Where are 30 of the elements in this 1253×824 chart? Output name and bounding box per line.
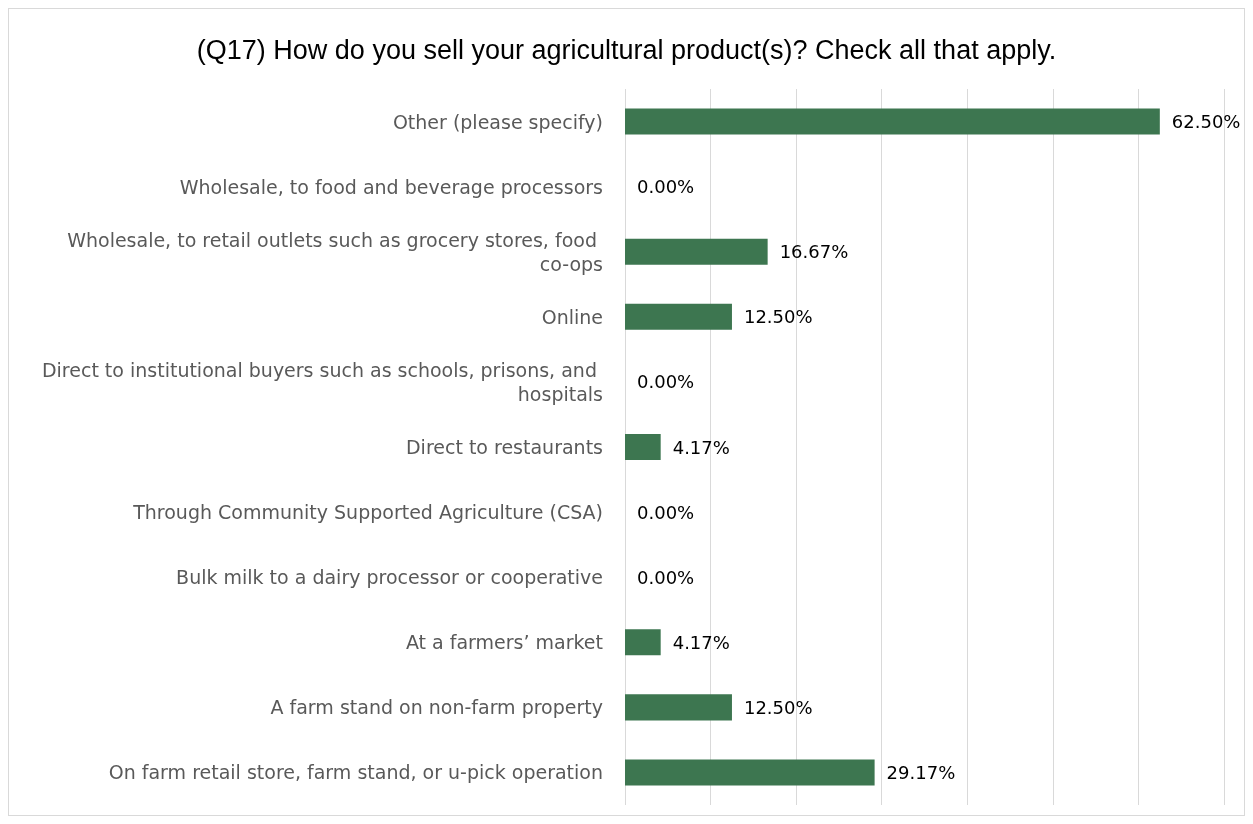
- data-label: 4.17%: [672, 631, 730, 653]
- data-label: 0.00%: [637, 371, 695, 393]
- y-tick-label: Wholesale, to food and beverage processors: [179, 175, 603, 198]
- y-tick-label: Online: [541, 305, 603, 328]
- data-label: 29.17%: [886, 761, 956, 783]
- data-label: 16.67%: [779, 241, 849, 263]
- y-tick-label: On farm retail store, farm stand, or u-pick operation: [108, 761, 603, 784]
- bar: [625, 759, 875, 786]
- data-label: 12.50%: [743, 306, 813, 328]
- bar: [625, 629, 661, 656]
- y-tick-label: Direct to institutional buyers such as schools, prisons, and hospitals: [41, 358, 603, 405]
- data-label: 0.00%: [637, 176, 695, 198]
- data-label: 12.50%: [743, 696, 813, 718]
- bar: [625, 238, 768, 265]
- bar: [625, 694, 732, 721]
- data-label: 0.00%: [637, 501, 695, 523]
- data-label: 0.00%: [637, 566, 695, 588]
- y-tick-label: At a farmers’ market: [405, 631, 603, 654]
- bar: [625, 433, 661, 461]
- bar: [625, 108, 1160, 135]
- y-tick-label: Direct to restaurants: [405, 436, 603, 458]
- data-label: 62.50%: [1171, 111, 1241, 133]
- data-label: 4.17%: [672, 436, 730, 458]
- y-tick-label: Other (please specify): [392, 110, 603, 133]
- y-tick-label: Wholesale, to retail outlets such as grocery stores, food co-ops: [67, 228, 603, 275]
- y-tick-label: Through Community Supported Agriculture (CSA): [132, 501, 603, 524]
- y-tick-label: A farm stand on non-farm property: [270, 696, 603, 719]
- y-tick-label: Bulk milk to a dairy processor or cooperative: [176, 566, 603, 589]
- bar: [625, 303, 732, 330]
- chart-title: (Q17) How do you sell your agricultural product(s)? Check all that apply.: [196, 34, 1057, 65]
